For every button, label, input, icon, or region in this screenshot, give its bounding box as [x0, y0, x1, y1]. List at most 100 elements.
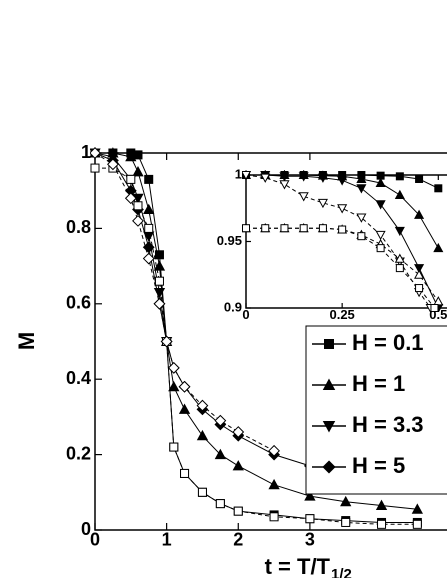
marker — [341, 517, 351, 527]
marker — [132, 214, 144, 227]
marker — [304, 490, 316, 501]
marker — [377, 519, 387, 529]
marker — [126, 174, 136, 184]
marker — [107, 158, 119, 171]
x-tick-label: 0 — [242, 307, 249, 322]
y-tick-label: 0.4 — [66, 368, 91, 388]
marker — [395, 264, 404, 273]
marker — [395, 172, 404, 181]
marker — [133, 201, 143, 211]
marker — [90, 147, 101, 159]
marker — [337, 176, 348, 186]
marker — [144, 223, 154, 233]
marker — [298, 172, 309, 182]
marker — [197, 487, 207, 497]
marker — [232, 460, 244, 471]
marker — [178, 403, 191, 414]
marker — [317, 198, 328, 209]
marker — [412, 519, 422, 529]
marker — [411, 503, 423, 514]
marker — [338, 225, 347, 234]
marker — [414, 209, 425, 219]
y-tick-label: 0.8 — [66, 217, 91, 237]
marker — [233, 506, 243, 516]
series-line — [95, 167, 418, 525]
marker — [144, 174, 154, 184]
plot-area — [90, 147, 423, 529]
marker — [125, 150, 137, 162]
legend-marker — [322, 460, 336, 474]
marker — [322, 421, 336, 433]
marker — [261, 224, 270, 233]
x-tick-label: 3 — [305, 530, 315, 550]
marker — [394, 189, 405, 199]
legend-marker — [322, 378, 336, 390]
marker — [90, 163, 100, 173]
marker — [232, 426, 245, 438]
legend-label: H = 0.1 — [352, 330, 424, 355]
marker — [215, 499, 225, 509]
marker — [142, 241, 155, 254]
marker — [280, 224, 289, 233]
marker — [168, 380, 180, 392]
marker — [337, 204, 348, 214]
marker — [434, 184, 443, 193]
marker — [299, 224, 308, 233]
marker — [167, 361, 180, 374]
x-axis-label: t = T/T — [265, 554, 331, 578]
series-line — [246, 227, 435, 309]
marker — [269, 512, 279, 522]
x-tick-label: 0 — [90, 530, 100, 550]
legend-marker — [322, 421, 336, 433]
legend-label: H = 5 — [352, 453, 405, 478]
x-tick-label: 0.25 — [329, 307, 354, 322]
marker — [356, 184, 367, 194]
y-tick-label: 0.6 — [66, 293, 91, 313]
marker — [375, 499, 388, 510]
marker — [154, 276, 164, 286]
y-tick-label: 0 — [81, 519, 91, 539]
x-tick-label: 1 — [162, 530, 172, 550]
marker — [260, 173, 271, 183]
marker — [356, 213, 367, 223]
marker — [322, 460, 336, 474]
marker — [196, 399, 209, 412]
y-tick-label: 0.9 — [224, 299, 242, 314]
marker — [340, 495, 352, 507]
legend-marker — [324, 339, 334, 349]
marker — [322, 378, 336, 390]
marker — [154, 250, 164, 260]
marker — [415, 284, 424, 293]
y-tick-label: 1 — [81, 142, 91, 162]
plot-area — [242, 170, 444, 312]
marker — [356, 173, 367, 183]
marker — [433, 242, 444, 253]
marker — [394, 226, 405, 237]
y-tick-label: 0.2 — [66, 443, 91, 463]
marker — [242, 171, 252, 181]
marker — [357, 232, 366, 241]
marker — [268, 478, 280, 490]
marker — [375, 230, 386, 241]
marker — [375, 177, 386, 187]
marker — [279, 172, 290, 182]
marker — [178, 380, 191, 393]
marker — [180, 468, 190, 478]
marker — [415, 174, 424, 183]
plot-frame — [94, 152, 447, 531]
marker — [394, 253, 405, 263]
x-axis-label-subscript: 1/2 — [331, 566, 352, 578]
inset-background — [246, 175, 446, 308]
series-line — [246, 227, 439, 302]
marker — [143, 203, 155, 215]
marker — [153, 260, 166, 271]
marker — [169, 442, 179, 452]
marker — [298, 192, 309, 202]
marker — [160, 335, 173, 348]
marker — [153, 297, 166, 310]
marker — [317, 173, 328, 183]
y-tick-label: 1 — [235, 166, 242, 181]
marker — [430, 304, 439, 312]
